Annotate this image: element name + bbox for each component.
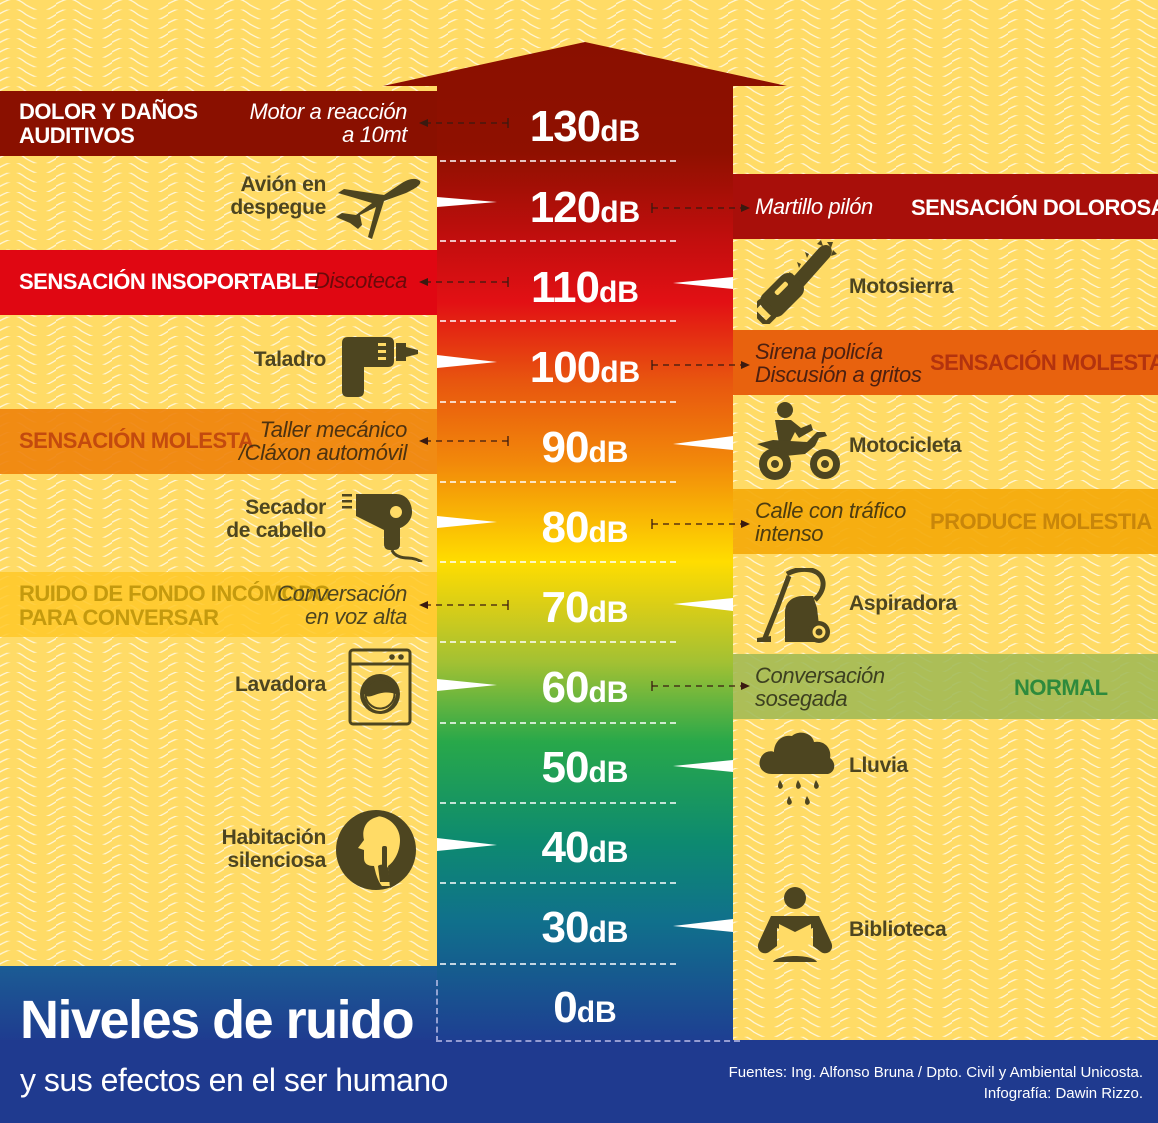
page-title: Niveles de ruido bbox=[20, 990, 415, 1050]
db-level-40: 40dB bbox=[541, 823, 629, 872]
scale-divider bbox=[440, 641, 676, 643]
airplane-icon bbox=[336, 178, 421, 239]
scale-divider bbox=[440, 882, 676, 884]
example-label: Taller mecánico bbox=[259, 417, 408, 442]
item-label-vacuum: Aspiradora bbox=[849, 592, 957, 615]
credits: Fuentes: Ing. Alfonso Bruna / Dpto. Civi… bbox=[729, 1062, 1143, 1104]
scale-divider bbox=[440, 963, 676, 965]
item-label-silence: Habitación silenciosa bbox=[221, 826, 327, 872]
item-label-chainsaw: Motosierra bbox=[849, 275, 954, 298]
example-label: Discusión a gritos bbox=[755, 362, 922, 387]
db-level-90: 90dB bbox=[541, 423, 629, 472]
db-level-50: 50dB bbox=[541, 743, 629, 792]
band-left-110db: SENSACIÓN INSOPORTABLE Discoteca bbox=[0, 250, 437, 315]
db-level-130: 130dB bbox=[529, 102, 641, 151]
example-label: a 10mt bbox=[342, 122, 407, 147]
scale-divider bbox=[440, 160, 676, 162]
example-label: Sirena policía bbox=[755, 339, 883, 364]
example-label: Conversación bbox=[277, 581, 407, 606]
db-level-30: 30dB bbox=[541, 903, 629, 952]
db-level-0: 0dB bbox=[553, 983, 617, 1032]
example-label: Martillo pilón bbox=[755, 194, 873, 219]
effect-label: SENSACIÓN MOLESTA bbox=[19, 428, 254, 453]
db-level-70: 70dB bbox=[541, 583, 629, 632]
band-left-70db: RUIDO DE FONDO INCÓMODO PARA CONVERSAR Co… bbox=[0, 572, 437, 637]
effect-label: SENSACIÓN DOLOROSA bbox=[911, 195, 1158, 220]
effect-label: SENSACIÓN INSOPORTABLE bbox=[19, 269, 319, 294]
reading-person-icon bbox=[757, 887, 833, 962]
footer-panel-bottom bbox=[0, 1040, 1158, 1123]
example-label: en voz alta bbox=[304, 604, 407, 629]
item-label-drill: Taladro bbox=[253, 348, 327, 371]
effect-label: PARA CONVERSAR bbox=[19, 605, 219, 630]
chainsaw-icon bbox=[757, 240, 837, 324]
band-right-60db: Conversación sosegada NORMAL bbox=[733, 654, 1158, 719]
band-right-100db: Sirena policía Discusión a gritos SENSACI… bbox=[733, 330, 1158, 395]
silence-icon bbox=[336, 810, 416, 890]
example-label: Motor a reacción bbox=[249, 99, 408, 124]
item-label-motorcycle: Motocicleta bbox=[849, 434, 962, 457]
item-label-hair-dryer: Secador de cabello bbox=[226, 496, 326, 542]
example-label: Calle con tráfico bbox=[755, 498, 906, 523]
db-level-80: 80dB bbox=[541, 503, 629, 552]
db-level-100: 100dB bbox=[529, 343, 641, 392]
db-level-120: 120dB bbox=[529, 183, 641, 232]
scale-divider bbox=[440, 481, 676, 483]
band-left-130db: DOLOR Y DAÑOS AUDITIVOS Motor a reacción a… bbox=[0, 91, 437, 156]
item-label-rain: Lluvia bbox=[849, 754, 908, 777]
item-label-airplane: Avión en despegue bbox=[230, 173, 326, 219]
effect-label: PRODUCE MOLESTIA bbox=[930, 509, 1152, 534]
example-label: Conversación bbox=[755, 663, 885, 688]
scale-divider bbox=[440, 401, 676, 403]
effect-label: RUIDO DE FONDO INCÓMODO bbox=[19, 581, 331, 606]
band-right-80db: Calle con tráfico intenso PRODUCE MOLESTI… bbox=[733, 489, 1158, 554]
motorcycle-icon bbox=[757, 402, 840, 480]
hair-dryer-icon bbox=[342, 494, 423, 562]
db-level-110: 110dB bbox=[531, 263, 639, 312]
effect-label: AUDITIVOS bbox=[19, 123, 135, 148]
zero-db-box bbox=[436, 980, 740, 1042]
scale-divider bbox=[440, 320, 676, 322]
item-label-library: Biblioteca bbox=[849, 918, 947, 941]
example-label: /Cláxon automóvil bbox=[238, 440, 407, 465]
example-label: intenso bbox=[755, 521, 824, 546]
author-text: Infografía: Dawin Rizzo. bbox=[983, 1085, 1143, 1102]
drill-icon bbox=[342, 337, 418, 397]
sources-text: Fuentes: Ing. Alfonso Bruna / Dpto. Civi… bbox=[728, 1064, 1143, 1081]
item-label-washing-machine: Lavadora bbox=[235, 673, 326, 696]
db-level-60: 60dB bbox=[541, 663, 629, 712]
example-label: sosegada bbox=[755, 686, 848, 711]
effect-label: NORMAL bbox=[1014, 675, 1108, 700]
band-left-90db: SENSACIÓN MOLESTA Taller mecánico/Cláxon… bbox=[0, 409, 437, 474]
vacuum-cleaner-icon bbox=[757, 568, 830, 643]
washing-machine-icon bbox=[348, 648, 412, 726]
scale-divider bbox=[440, 802, 676, 804]
scale-divider bbox=[440, 240, 676, 242]
effect-label: SENSACIÓN MOLESTA bbox=[930, 350, 1158, 375]
band-right-120db: Martillo pilón SENSACIÓN DOLOROSA bbox=[733, 174, 1158, 239]
page-subtitle: y sus efectos en el ser humano bbox=[20, 1062, 448, 1098]
scale-divider bbox=[440, 561, 676, 563]
effect-label: DOLOR Y DAÑOS bbox=[19, 99, 198, 124]
rain-cloud-icon bbox=[759, 732, 835, 805]
scale-divider bbox=[440, 722, 676, 724]
example-label: Discoteca bbox=[314, 268, 407, 293]
